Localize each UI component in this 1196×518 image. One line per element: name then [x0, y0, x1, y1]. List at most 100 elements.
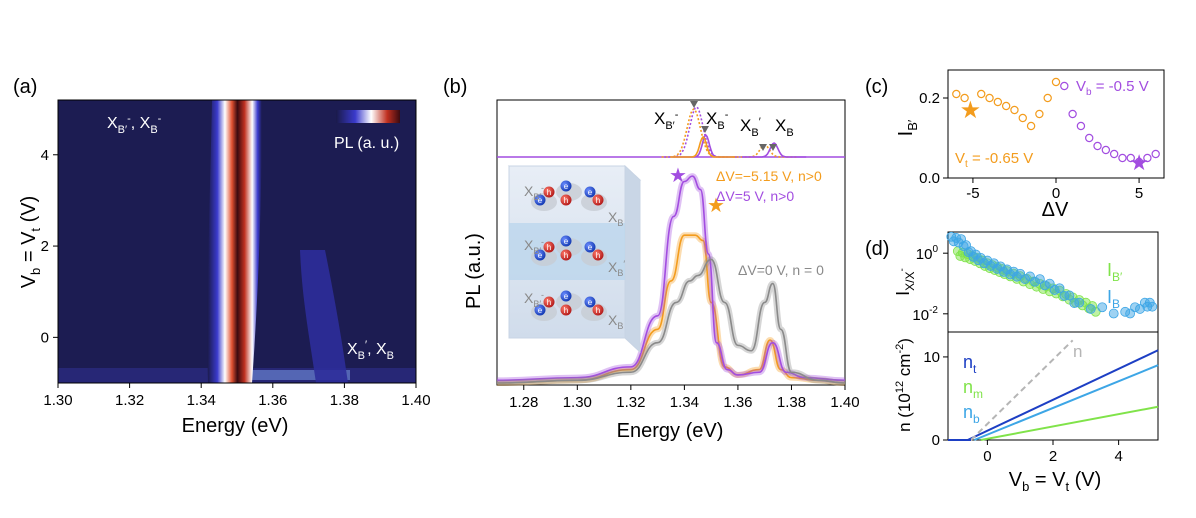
cube-label-2: XB	[608, 209, 623, 228]
electron-particle	[560, 180, 572, 192]
heatmap-frame	[57, 99, 417, 384]
inset-label-xbp: XB′	[740, 116, 761, 139]
cube-label-6: XB	[608, 312, 623, 331]
panel-b-xtick-label: 1.40	[830, 394, 859, 411]
panel-c-vb-label: Vb = -0.5 V	[1076, 78, 1149, 98]
panel-b-xtick-label: 1.32	[616, 394, 645, 411]
hole-particle	[592, 304, 604, 316]
panel-d-top-point	[1147, 301, 1158, 312]
panel-b-xlabel: Energy (eV)	[617, 420, 724, 442]
panel-d-bottom-ylabel: n (1012 cm-2)	[894, 338, 914, 432]
legend-nt: nt	[963, 352, 977, 376]
panel-a-xtick-label: 1.34	[187, 392, 216, 409]
star-purple: ★	[669, 165, 687, 187]
panel-a-heatmap: PL (a. u.) XB′-, XB- XB′, XB	[57, 99, 417, 384]
panel-c-xtick-label: 0	[1052, 185, 1060, 202]
legend-nm: nm	[963, 377, 983, 401]
panel-c-star-orange: ★	[960, 97, 982, 124]
panel-c-point	[952, 89, 961, 99]
hole-particle	[543, 186, 555, 198]
panel-c-point	[1101, 145, 1111, 155]
electron-label: e	[538, 251, 543, 260]
inset-label-xb: XB	[775, 116, 794, 139]
panel-c-point	[1109, 149, 1119, 159]
panel-c-ytick-label: 0.2	[919, 90, 940, 107]
electron-particle	[560, 290, 572, 302]
legend-ib-prime: IB′	[1107, 260, 1123, 284]
hole-particle	[543, 241, 555, 253]
panel-b-spectra: XB′- XB- XB′ XB ΔV=−5.15 V, n>0 ΔV=5 V, …	[496, 99, 846, 386]
electron-particle	[584, 296, 596, 308]
electron-particle	[534, 194, 546, 206]
electron-particle	[534, 249, 546, 261]
panel-d-top-point	[1108, 308, 1119, 319]
panel-d-xtick-label: 4	[1114, 448, 1122, 465]
electron-particle	[584, 186, 596, 198]
panel-c-point	[1010, 105, 1019, 115]
legend-n: n	[1073, 342, 1082, 361]
panel-b-xtick-label: 1.30	[563, 394, 592, 411]
cube-label-4: XB′	[608, 259, 625, 278]
panel-c-point	[1051, 77, 1061, 87]
panel-a-label: (a)	[13, 76, 37, 98]
panel-d-top-ylabel: IX/X-	[893, 268, 917, 296]
line-nt	[967, 349, 1159, 441]
hole-label: h	[564, 251, 568, 260]
panel-d-label: (d)	[865, 238, 889, 260]
panel-d-xlabel: Vb = Vt (V)	[1009, 469, 1102, 494]
panel-c-ylabel: IB′	[895, 119, 920, 136]
inset-label-xb-minus: XB-	[706, 109, 729, 132]
inset-marker-2	[701, 126, 709, 133]
panel-b-curves	[496, 173, 846, 386]
panel-d-top-ytick-label: 100	[916, 244, 939, 263]
legend-ib: IB	[1107, 287, 1120, 311]
panel-c-point	[977, 89, 986, 99]
inset-marker-1	[690, 101, 698, 108]
panel-d-xtick-label: 2	[1049, 448, 1057, 465]
inset-marker-3	[759, 144, 767, 151]
legend-purple: ΔV=5 V, n>0	[716, 188, 794, 204]
panel-d-top-ytick-label: 10-2	[912, 305, 938, 324]
cube-label-1: XB′-	[524, 183, 544, 202]
panel-c-point	[1126, 153, 1135, 163]
panel-c-point	[1118, 153, 1127, 163]
spectrum-gray	[496, 258, 846, 384]
panel-b-xtick-label: 1.28	[509, 394, 538, 411]
panel-c-point	[1093, 141, 1102, 151]
panel-a-xtick-label: 1.38	[330, 392, 359, 409]
hole-label: h	[564, 306, 568, 315]
hole-particle	[592, 194, 604, 206]
panel-c-point	[1026, 121, 1036, 131]
electron-particle	[534, 304, 546, 316]
panel-b-ylabel: PL (a.u.)	[463, 233, 485, 309]
panel-a-xtick-label: 1.40	[401, 392, 430, 409]
hole-label: h	[547, 188, 551, 197]
heatmap-bottom-band-highlight	[220, 370, 350, 380]
panel-a-ylabel: Vb = Vt (V)	[18, 196, 43, 289]
panel-c-point	[1018, 113, 1027, 123]
panel-c-point	[1060, 81, 1069, 91]
hole-label: h	[596, 306, 600, 315]
panel-a-ytick-label: 0	[41, 329, 49, 346]
hole-label: h	[596, 251, 600, 260]
electron-particle	[584, 241, 596, 253]
electron-label: e	[564, 237, 569, 246]
panel-a-xtick-label: 1.36	[258, 392, 287, 409]
line-n	[970, 339, 1074, 441]
panel-c-point	[1076, 121, 1086, 131]
panel-c-scatter: ★ ★ -5 0 5 0.0 0.2	[919, 77, 1160, 202]
line-nb	[973, 364, 1159, 441]
panel-b-xtick-label: 1.34	[670, 394, 699, 411]
electron-label: e	[588, 298, 593, 307]
heatmap-ridge-xb	[300, 250, 348, 383]
panel-c-point	[1143, 153, 1152, 163]
panel-a-ytick-label: 4	[41, 147, 49, 164]
panel-c-point	[993, 97, 1003, 107]
panel-a-axes: 1.30 1.32 1.34 1.36 1.38 1.40 0 2 4	[41, 147, 431, 409]
panel-c-ytick-label: 0.0	[919, 170, 940, 187]
electron-label: e	[564, 182, 569, 191]
panel-a-ytick-label: 2	[41, 238, 49, 255]
